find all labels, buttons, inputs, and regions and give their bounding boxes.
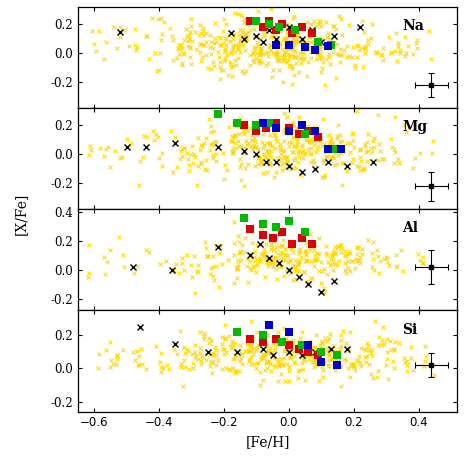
Point bbox=[314, 352, 322, 359]
Point bbox=[288, 240, 296, 248]
Point bbox=[324, 42, 331, 50]
Point bbox=[214, 110, 221, 118]
Point bbox=[334, 352, 341, 359]
Point bbox=[233, 328, 241, 336]
Text: Al: Al bbox=[402, 221, 419, 235]
Text: [X/Fe]: [X/Fe] bbox=[14, 193, 28, 235]
Point bbox=[233, 119, 241, 126]
Point bbox=[259, 119, 267, 126]
Text: Si: Si bbox=[402, 323, 418, 337]
Point bbox=[311, 127, 319, 135]
Point bbox=[298, 341, 306, 349]
Point bbox=[240, 122, 247, 129]
Point bbox=[259, 220, 267, 227]
Point bbox=[265, 322, 273, 329]
Point bbox=[288, 29, 296, 37]
Point bbox=[246, 18, 254, 25]
Point bbox=[253, 122, 260, 129]
Point bbox=[285, 328, 292, 336]
Point bbox=[308, 29, 315, 37]
Point bbox=[265, 20, 273, 28]
X-axis label: [Fe/H]: [Fe/H] bbox=[246, 435, 290, 449]
Text: Mg: Mg bbox=[402, 120, 428, 134]
Point bbox=[259, 332, 267, 339]
Point bbox=[272, 335, 280, 342]
Point bbox=[298, 122, 306, 129]
Point bbox=[279, 338, 286, 345]
Point bbox=[285, 127, 292, 135]
Text: Na: Na bbox=[402, 19, 424, 33]
Point bbox=[279, 20, 286, 28]
Point bbox=[259, 338, 267, 345]
Point bbox=[301, 130, 309, 138]
Point bbox=[263, 125, 270, 132]
Point bbox=[295, 130, 302, 138]
Point bbox=[269, 234, 276, 242]
Point bbox=[285, 125, 292, 132]
Point bbox=[314, 38, 322, 46]
Point bbox=[240, 214, 247, 222]
Point bbox=[311, 46, 319, 54]
Point bbox=[301, 44, 309, 51]
Point bbox=[298, 24, 306, 31]
Point bbox=[314, 133, 322, 141]
Point bbox=[279, 229, 286, 236]
Point bbox=[330, 145, 338, 153]
Point bbox=[285, 41, 292, 48]
Point bbox=[285, 341, 292, 349]
Point bbox=[318, 358, 325, 365]
Point bbox=[272, 27, 280, 34]
Point bbox=[272, 41, 280, 48]
Point bbox=[308, 240, 315, 248]
Point bbox=[246, 335, 254, 342]
Point bbox=[318, 348, 325, 356]
Point bbox=[285, 127, 292, 135]
Point bbox=[265, 18, 273, 25]
Point bbox=[275, 24, 283, 31]
Point bbox=[327, 41, 335, 48]
Point bbox=[295, 345, 302, 352]
Point bbox=[337, 145, 345, 153]
Point bbox=[304, 348, 312, 356]
Point bbox=[253, 18, 260, 25]
Point bbox=[292, 27, 299, 34]
Point bbox=[324, 145, 331, 153]
Point bbox=[259, 232, 267, 239]
Point bbox=[259, 24, 267, 31]
Point bbox=[272, 125, 280, 132]
Point bbox=[334, 361, 341, 369]
Point bbox=[301, 229, 309, 236]
Point bbox=[304, 127, 312, 135]
Point bbox=[298, 234, 306, 242]
Point bbox=[253, 127, 260, 135]
Point bbox=[246, 226, 254, 233]
Point bbox=[272, 119, 280, 126]
Point bbox=[285, 217, 292, 225]
Point bbox=[304, 341, 312, 349]
Point bbox=[265, 119, 273, 126]
Point bbox=[272, 223, 280, 230]
